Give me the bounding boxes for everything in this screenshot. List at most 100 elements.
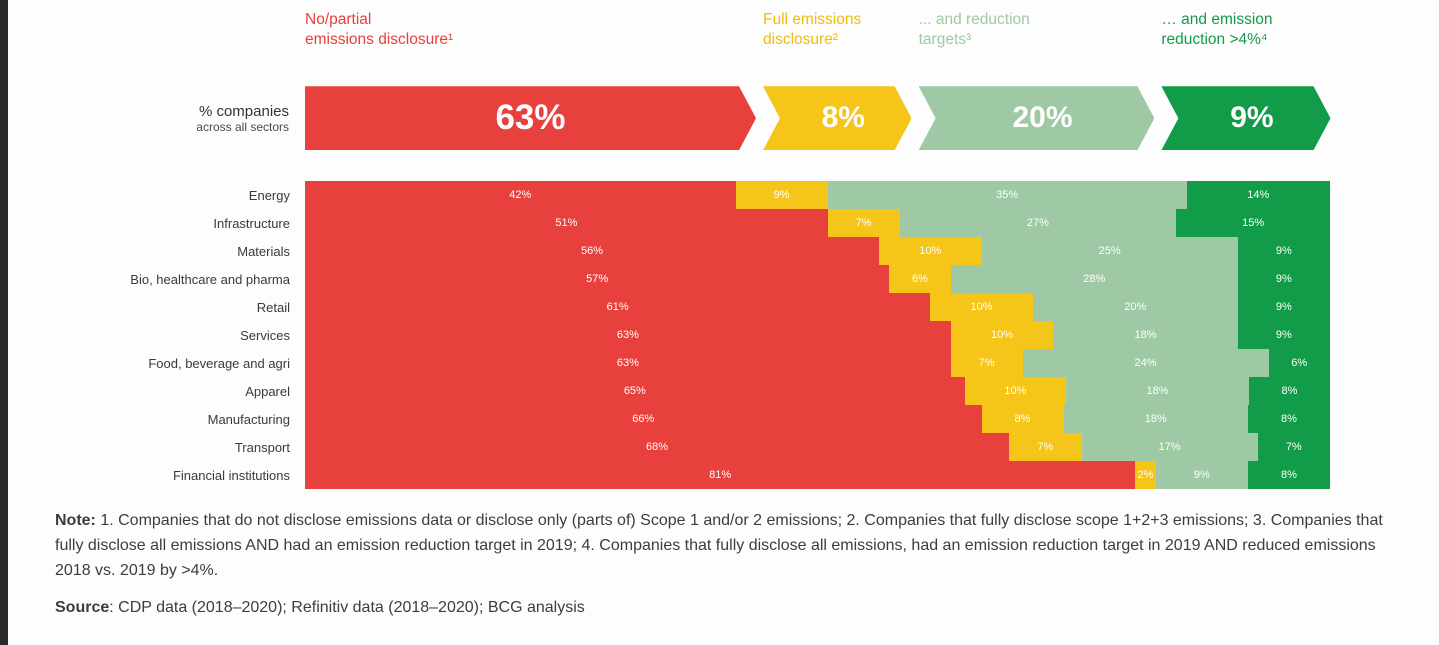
sector-segments: 65% 10% 18% 8% (305, 377, 1330, 406)
segment-value: 66% (632, 413, 655, 426)
legend-label-line: disclosure² (763, 31, 838, 49)
note-text: Note: 1. Companies that do not disclose … (55, 509, 1390, 584)
summary-row: % companies across all sectors 63% 8% 20% 9… (0, 86, 1439, 150)
sector-segments: 56% 10% 25% 9% (305, 237, 1330, 266)
segment-value: 61% (606, 301, 629, 314)
segment-no-partial-disclosure: 68% (305, 433, 1010, 462)
segment-reduction-gt4: 8% (1248, 461, 1330, 490)
sector-segments: 51% 7% 27% 15% (305, 209, 1330, 238)
segment-no-partial-disclosure: 42% (305, 181, 736, 210)
segment-reduction-targets: 20% (1032, 293, 1238, 322)
segment-reduction-targets: 18% (1053, 321, 1238, 350)
note-body: 1. Companies that do not disclose emissi… (55, 512, 1383, 580)
segment-value: 18% (1146, 385, 1169, 398)
segment-value: 42% (509, 189, 532, 202)
segment-no-partial-disclosure: 56% (305, 237, 879, 266)
source-label: Source (55, 599, 110, 617)
sector-row: Infrastructure 51% 7% 27% 15% (0, 209, 1439, 238)
window-edge-strip (0, 0, 8, 645)
segment-value: 9% (1275, 273, 1292, 286)
sector-label: Infrastructure (213, 215, 290, 231)
sector-row: Retail 61% 10% 20% 9% (0, 293, 1439, 322)
sector-label: Manufacturing (207, 411, 290, 427)
sector-row: Services 63% 10% 18% 9% (0, 321, 1439, 350)
sector-row: Apparel 65% 10% 18% 8% (0, 377, 1439, 406)
segment-reduction-gt4: 9% (1237, 293, 1330, 322)
segment-value: 20% (1124, 301, 1147, 314)
segment-reduction-gt4: 14% (1186, 181, 1330, 210)
sector-row: Materials 56% 10% 25% 9% (0, 237, 1439, 266)
segment-value: 7% (978, 357, 995, 370)
segment-value: 2% (1137, 469, 1154, 482)
segment-value: 7% (855, 217, 872, 230)
legend-labels: No/partial emissions disclosure¹ Full emis… (305, 10, 1330, 50)
sector-label: Services (240, 327, 290, 343)
segment-value: 15% (1242, 217, 1265, 230)
segment-value: 9% (1275, 329, 1292, 342)
segment-reduction-gt4: 9% (1237, 265, 1330, 294)
segment-value: 65% (623, 385, 646, 398)
segment-no-partial-disclosure: 65% (305, 377, 965, 406)
summary-label-line2: across all sectors (196, 119, 289, 134)
segment-reduction-targets: 28% (950, 265, 1238, 294)
segment-full-disclosure: 7% (950, 349, 1023, 378)
segment-reduction-targets: 24% (1022, 349, 1269, 378)
segment-full-disclosure: 6% (889, 265, 951, 294)
segment-reduction-gt4: 9% (1237, 237, 1330, 266)
segment-reduction-targets: 35% (827, 181, 1187, 210)
segment-reduction-gt4: 7% (1257, 433, 1330, 462)
segment-full-disclosure: 7% (1009, 433, 1082, 462)
segment-value: 57% (586, 273, 609, 286)
segment-value: 17% (1158, 441, 1181, 454)
sector-segments: 63% 10% 18% 9% (305, 321, 1330, 350)
segment-value: 6% (1291, 357, 1308, 370)
legend-label-reduction-gt4: … and emission reduction >4%⁴ (1161, 10, 1330, 50)
segment-no-partial-disclosure: 57% (305, 265, 890, 294)
sector-row: Manufacturing 66% 8% 18% 8% (0, 405, 1439, 434)
segment-value: 10% (990, 329, 1014, 342)
segment-value: 8% (1281, 385, 1298, 398)
segment-value: 63% (616, 357, 639, 370)
source-text: Source: CDP data (2018–2020); Refinitiv … (55, 599, 1390, 617)
sector-label: Financial institutions (172, 467, 290, 483)
segment-value: 10% (970, 301, 993, 314)
legend-header: No/partial emissions disclosure¹ Full emis… (0, 0, 1439, 50)
segment-full-disclosure: 2% (1135, 461, 1156, 490)
segment-reduction-targets: 27% (899, 209, 1177, 238)
segment-value: 81% (709, 469, 732, 482)
segment-reduction-gt4: 9% (1237, 321, 1330, 350)
segment-value: 28% (1083, 273, 1106, 286)
sector-label: Retail (256, 299, 290, 315)
sector-label: Transport (234, 439, 290, 455)
legend-label-line: No/partial (305, 11, 372, 28)
segment-value: 9% (1193, 469, 1210, 482)
segment-value: 9% (1275, 245, 1292, 258)
summary-axis-label: % companies across all sectors (0, 86, 305, 150)
segment-value: 6% (912, 273, 928, 286)
legend-label-line: reduction >4%⁴ (1161, 31, 1268, 49)
sector-segments: 81% 2% 9% 8% (305, 461, 1330, 490)
segment-reduction-gt4: 6% (1268, 349, 1330, 378)
segment-value: 27% (1026, 217, 1049, 230)
legend-label-no-partial-disclosure: No/partial emissions disclosure¹ (305, 10, 756, 50)
segment-value: 8% (1281, 469, 1297, 482)
segment-no-partial-disclosure: 63% (305, 321, 951, 350)
summary-arrow-full-disclosure: 8% (763, 86, 912, 150)
source-body: : CDP data (2018–2020); Refinitiv data (… (109, 599, 585, 617)
legend-label-line: … and emission (1161, 11, 1273, 28)
legend-label-reduction-targets: ... and reduction targets³ (919, 10, 1155, 50)
segment-value: 25% (1098, 245, 1121, 258)
sector-segments: 66% 8% 18% 8% (305, 405, 1330, 434)
summary-arrow-value: 63% (495, 98, 566, 138)
sector-label: Materials (237, 243, 290, 259)
summary-arrow-reduction-gt4: 9% (1161, 86, 1330, 150)
segment-reduction-gt4: 15% (1176, 209, 1330, 238)
summary-arrow-no-partial-disclosure: 63% (305, 86, 756, 150)
segment-reduction-targets: 18% (1063, 405, 1248, 434)
segment-reduction-targets: 18% (1066, 377, 1249, 406)
segment-full-disclosure: 10% (879, 237, 982, 266)
summary-arrow-value: 9% (1230, 101, 1274, 135)
segment-value: 9% (773, 189, 790, 202)
legend-label-line: ... and reduction (918, 11, 1030, 28)
segment-value: 24% (1134, 357, 1157, 370)
